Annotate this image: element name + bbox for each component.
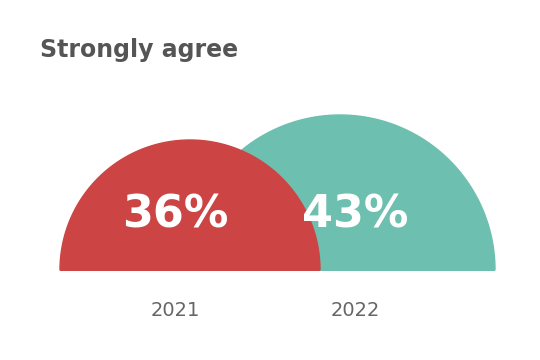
Polygon shape bbox=[60, 140, 320, 270]
Text: 2021: 2021 bbox=[150, 301, 200, 320]
Text: 43%: 43% bbox=[302, 194, 408, 237]
Text: 2022: 2022 bbox=[330, 301, 380, 320]
Text: 36%: 36% bbox=[122, 194, 228, 237]
Polygon shape bbox=[185, 115, 495, 270]
Text: Strongly agree: Strongly agree bbox=[40, 38, 238, 62]
